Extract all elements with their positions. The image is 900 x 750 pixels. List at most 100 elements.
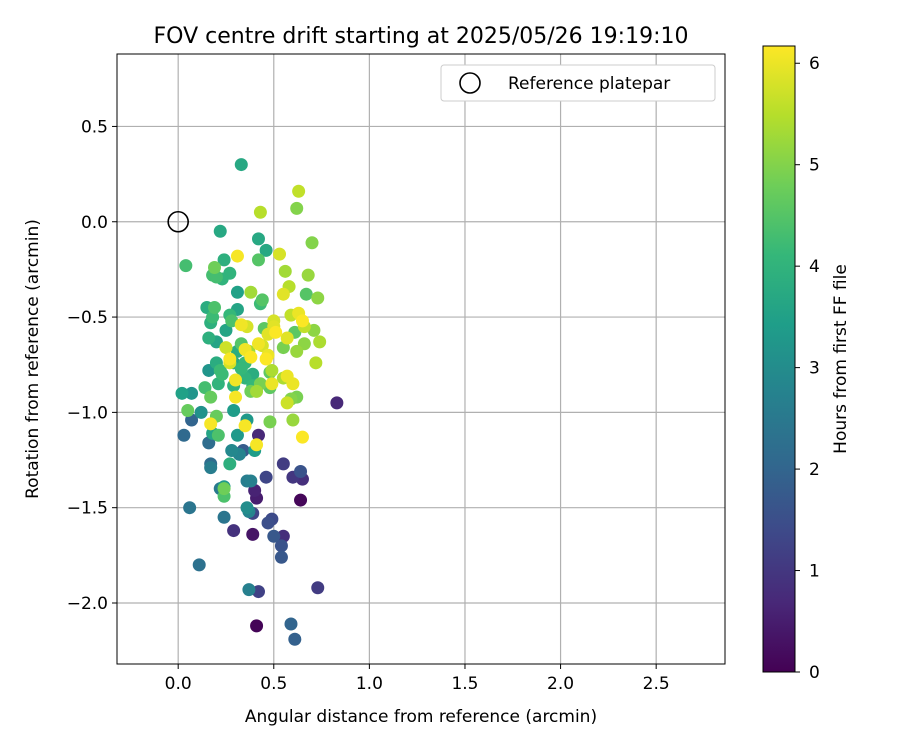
data-point bbox=[276, 287, 290, 301]
data-point bbox=[217, 510, 231, 524]
legend-label: Reference platepar bbox=[508, 74, 670, 94]
data-point bbox=[213, 224, 227, 238]
data-point bbox=[225, 444, 239, 457]
y-tick-label: −0.5 bbox=[67, 308, 108, 328]
data-point bbox=[286, 377, 300, 391]
x-tick-label: 1.5 bbox=[451, 674, 478, 694]
colorbar-tick-label: 2 bbox=[809, 460, 820, 480]
plot-frame bbox=[116, 53, 726, 665]
data-point bbox=[253, 205, 267, 219]
y-tick-label: −1.0 bbox=[67, 403, 108, 423]
data-point bbox=[175, 386, 189, 400]
data-point bbox=[246, 527, 260, 541]
legend[interactable]: Reference platepar bbox=[440, 64, 716, 102]
data-point bbox=[240, 501, 254, 515]
data-point bbox=[259, 352, 273, 366]
data-point bbox=[244, 474, 258, 488]
colorbar-tick-label: 6 bbox=[809, 54, 820, 74]
data-point bbox=[242, 583, 256, 597]
data-point bbox=[294, 493, 308, 507]
data-point bbox=[194, 405, 208, 419]
x-tick-label: 2.5 bbox=[643, 674, 670, 694]
data-point bbox=[229, 373, 243, 387]
data-point bbox=[223, 457, 237, 471]
data-point bbox=[276, 457, 290, 471]
data-point bbox=[230, 428, 244, 442]
data-point bbox=[280, 331, 294, 345]
data-point bbox=[211, 428, 225, 442]
x-tick-label: 0.0 bbox=[165, 674, 192, 694]
data-point bbox=[244, 350, 258, 364]
data-point bbox=[204, 417, 218, 431]
x-tick-label: 0.5 bbox=[260, 674, 287, 694]
data-point bbox=[280, 396, 294, 410]
data-point bbox=[274, 550, 288, 564]
plot-area bbox=[117, 54, 725, 664]
data-point bbox=[309, 356, 323, 370]
x-tick-label: 1.0 bbox=[356, 674, 383, 694]
data-point bbox=[299, 287, 313, 301]
legend-marker-icon bbox=[459, 72, 481, 94]
data-point bbox=[204, 390, 218, 404]
y-tick-label: 0.0 bbox=[81, 213, 108, 233]
colorbar-tick-label: 1 bbox=[809, 562, 820, 582]
colorbar-tick-label: 4 bbox=[809, 257, 820, 277]
data-point bbox=[313, 335, 327, 349]
colorbar bbox=[762, 45, 796, 673]
data-point bbox=[238, 419, 252, 433]
data-point bbox=[208, 301, 222, 315]
data-point bbox=[250, 438, 264, 452]
legend-box bbox=[440, 64, 716, 102]
chart-title: FOV centre drift starting at 2025/05/26 … bbox=[154, 24, 689, 49]
data-point bbox=[204, 461, 218, 475]
data-point bbox=[234, 362, 248, 376]
data-point bbox=[311, 291, 325, 305]
data-point bbox=[219, 323, 233, 337]
colorbar-ticks: 0 1 2 3 4 5 6 bbox=[795, 54, 820, 683]
data-point bbox=[177, 428, 191, 442]
data-point bbox=[261, 516, 275, 530]
data-point bbox=[265, 363, 279, 377]
data-point bbox=[274, 539, 288, 553]
data-point bbox=[265, 377, 279, 391]
data-point bbox=[179, 259, 193, 273]
data-point bbox=[251, 337, 265, 351]
colorbar-tick-label: 0 bbox=[809, 663, 820, 683]
data-point bbox=[290, 201, 304, 215]
data-point bbox=[230, 285, 244, 299]
data-point bbox=[305, 236, 319, 250]
data-point bbox=[292, 184, 306, 198]
data-point bbox=[259, 470, 273, 484]
data-point bbox=[198, 381, 212, 395]
data-point bbox=[267, 529, 281, 543]
y-tick-label: 0.5 bbox=[81, 117, 108, 137]
data-point bbox=[208, 261, 222, 274]
x-axis-ticks: 0.0 0.5 1.0 1.5 2.0 2.5 bbox=[165, 664, 670, 694]
data-point bbox=[286, 413, 300, 427]
data-point bbox=[255, 293, 269, 307]
data-point bbox=[234, 318, 248, 332]
data-point bbox=[288, 632, 302, 646]
colorbar-tick-label: 3 bbox=[809, 359, 820, 379]
data-point bbox=[250, 384, 264, 398]
data-point bbox=[284, 617, 298, 631]
x-tick-label: 2.0 bbox=[547, 674, 574, 694]
data-point bbox=[251, 232, 265, 246]
grid-lines bbox=[117, 54, 725, 664]
x-axis-label: Angular distance from reference (arcmin) bbox=[245, 707, 597, 727]
data-point bbox=[229, 390, 243, 404]
data-point bbox=[263, 415, 277, 429]
colorbar-label: Hours from first FF file bbox=[831, 264, 851, 454]
data-point bbox=[251, 253, 265, 267]
y-axis-label: Rotation from reference (arcmin) bbox=[23, 219, 43, 499]
data-point bbox=[217, 253, 231, 267]
data-point bbox=[217, 482, 231, 496]
reference-platepar-marker bbox=[167, 210, 189, 233]
y-tick-label: −2.0 bbox=[67, 594, 108, 614]
data-point bbox=[295, 430, 309, 444]
data-point bbox=[185, 386, 199, 400]
data-point bbox=[219, 341, 233, 355]
data-point bbox=[290, 344, 304, 358]
scatter-points bbox=[175, 158, 344, 646]
